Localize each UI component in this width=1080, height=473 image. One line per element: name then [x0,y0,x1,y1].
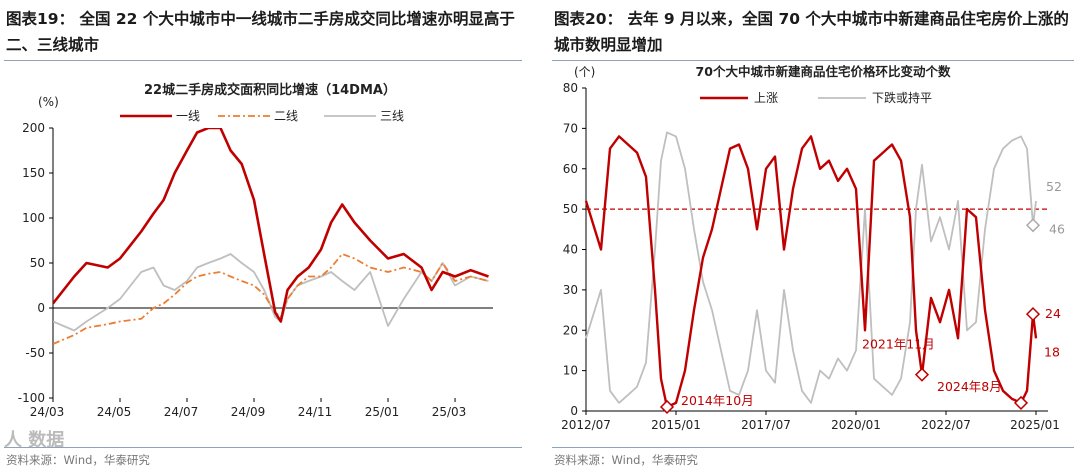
left-series-line-2 [53,253,489,332]
left-series-line-1 [53,253,489,345]
right-chart-title: 70个大中城市新建商品住宅价格环比变动个数 [696,64,951,79]
right-legend-label-0: 上涨 [754,90,778,105]
right-annotation-marker [659,399,675,415]
right-y-tick-label: 0 [570,404,578,418]
left-legend-label-0: 一线 [176,109,200,123]
right-annotation-marker [1025,218,1041,233]
right-series-line-0 [584,135,1038,409]
right-annotation-marker [1013,395,1029,410]
right-heading: 图表20： 去年 9 月以来，全国 70 个大中城市中新建商品住宅房价上涨的城市… [554,6,1069,58]
right-y-tick-label: 60 [563,162,578,176]
right-annotation-label: 24 [1045,306,1061,321]
right-source: 资料来源：Wind，华泰研究 [554,453,698,467]
right-y-tick-label: 10 [563,364,578,378]
right-heading-text: 去年 9 月以来，全国 70 个大中城市中新建商品住宅房价上涨的城市数明显增加 [554,10,1069,54]
right-x-tick-label: 2017/07 [741,418,791,432]
left-y-tick-label: 100 [22,211,45,225]
right-y-tick-label: 50 [563,202,578,216]
left-source: 资料来源：Wind，华泰研究 [6,453,150,467]
left-y-unit: (%) [38,95,59,109]
left-x-tick-label: 24/09 [231,405,266,419]
left-watermark: 人 数据 [4,429,64,451]
left-legend-label-1: 二线 [274,109,298,123]
right-annotation-marker [914,367,930,382]
right-annotation-label: 2021年11月 [862,337,935,352]
right-x-tick-label: 2012/07 [561,418,611,432]
left-heading: 图表19： 全国 22 个大中城市中一线城市二手房成交同比增速亦明显高于二、三线… [6,6,521,58]
left-panel: 图表19： 全国 22 个大中城市中一线城市二手房成交同比增速亦明显高于二、三线… [0,0,528,473]
left-series-line-0 [53,128,489,323]
left-top-rule [4,60,522,61]
right-y-tick-label: 20 [563,323,578,337]
right-chart: 70个大中城市新建商品住宅价格环比变动个数 (个) 0 10 20 30 40 50 60 70 8… [561,64,1065,432]
left-x-tick-label: 25/01 [365,405,400,419]
right-y-tick-label: 30 [563,283,578,297]
right-heading-label: 图表20： [554,10,623,28]
left-x-tick-label: 24/03 [30,405,65,419]
right-y-tick-label: 80 [563,81,578,95]
left-x-tick-label: 25/03 [432,405,467,419]
right-panel: 图表20： 去年 9 月以来，全国 70 个大中城市中新建商品住宅房价上涨的城市… [548,0,1080,473]
right-annotation-label: 46 [1049,221,1065,236]
right-legend-label-1: 下跌或持平 [872,90,932,105]
left-chart-title: 22城二手房成交面积同比增速（14DMA） [144,82,396,98]
right-y-unit: (个) [574,65,595,79]
left-heading-label: 图表19： [6,10,75,28]
left-y-tick-label: -50 [25,346,45,360]
right-bottom-rule [552,447,1074,448]
left-x-tick-label: 24/11 [298,405,333,419]
right-annotation-label: 52 [1046,179,1062,194]
right-annotation-label: 2024年8月 [937,379,1002,394]
right-top-rule [552,60,1074,61]
right-x-tick-label: 2025/01 [1010,418,1060,432]
left-bottom-rule [4,447,522,448]
right-x-tick-label: 2020/01 [831,418,881,432]
right-annotation-label: 18 [1044,344,1060,359]
left-y-tick-label: 50 [30,256,45,270]
left-chart: 22城二手房成交面积同比增速（14DMA） (%) -100 -50 0 50 100 150… [4,82,493,451]
right-x-tick-label: 2015/01 [651,418,701,432]
right-y-tick-label: 40 [563,243,578,257]
right-y-tick-label: 70 [563,121,578,135]
left-x-tick-label: 24/05 [97,405,132,419]
left-y-tick-label: 200 [22,121,45,135]
left-heading-text: 全国 22 个大中城市中一线城市二手房成交同比增速亦明显高于二、三线城市 [6,10,515,54]
left-y-tick-label: -100 [18,391,45,405]
right-annotation-label: 2014年10月 [681,393,754,408]
left-y-tick-label: 150 [22,166,45,180]
left-x-tick-label: 24/07 [164,405,199,419]
left-legend-label-2: 三线 [380,109,404,123]
right-x-tick-label: 2022/07 [921,418,971,432]
right-annotation-marker [1025,307,1041,322]
right-series-line-1 [585,131,1037,404]
left-y-tick-label: 0 [37,301,45,315]
